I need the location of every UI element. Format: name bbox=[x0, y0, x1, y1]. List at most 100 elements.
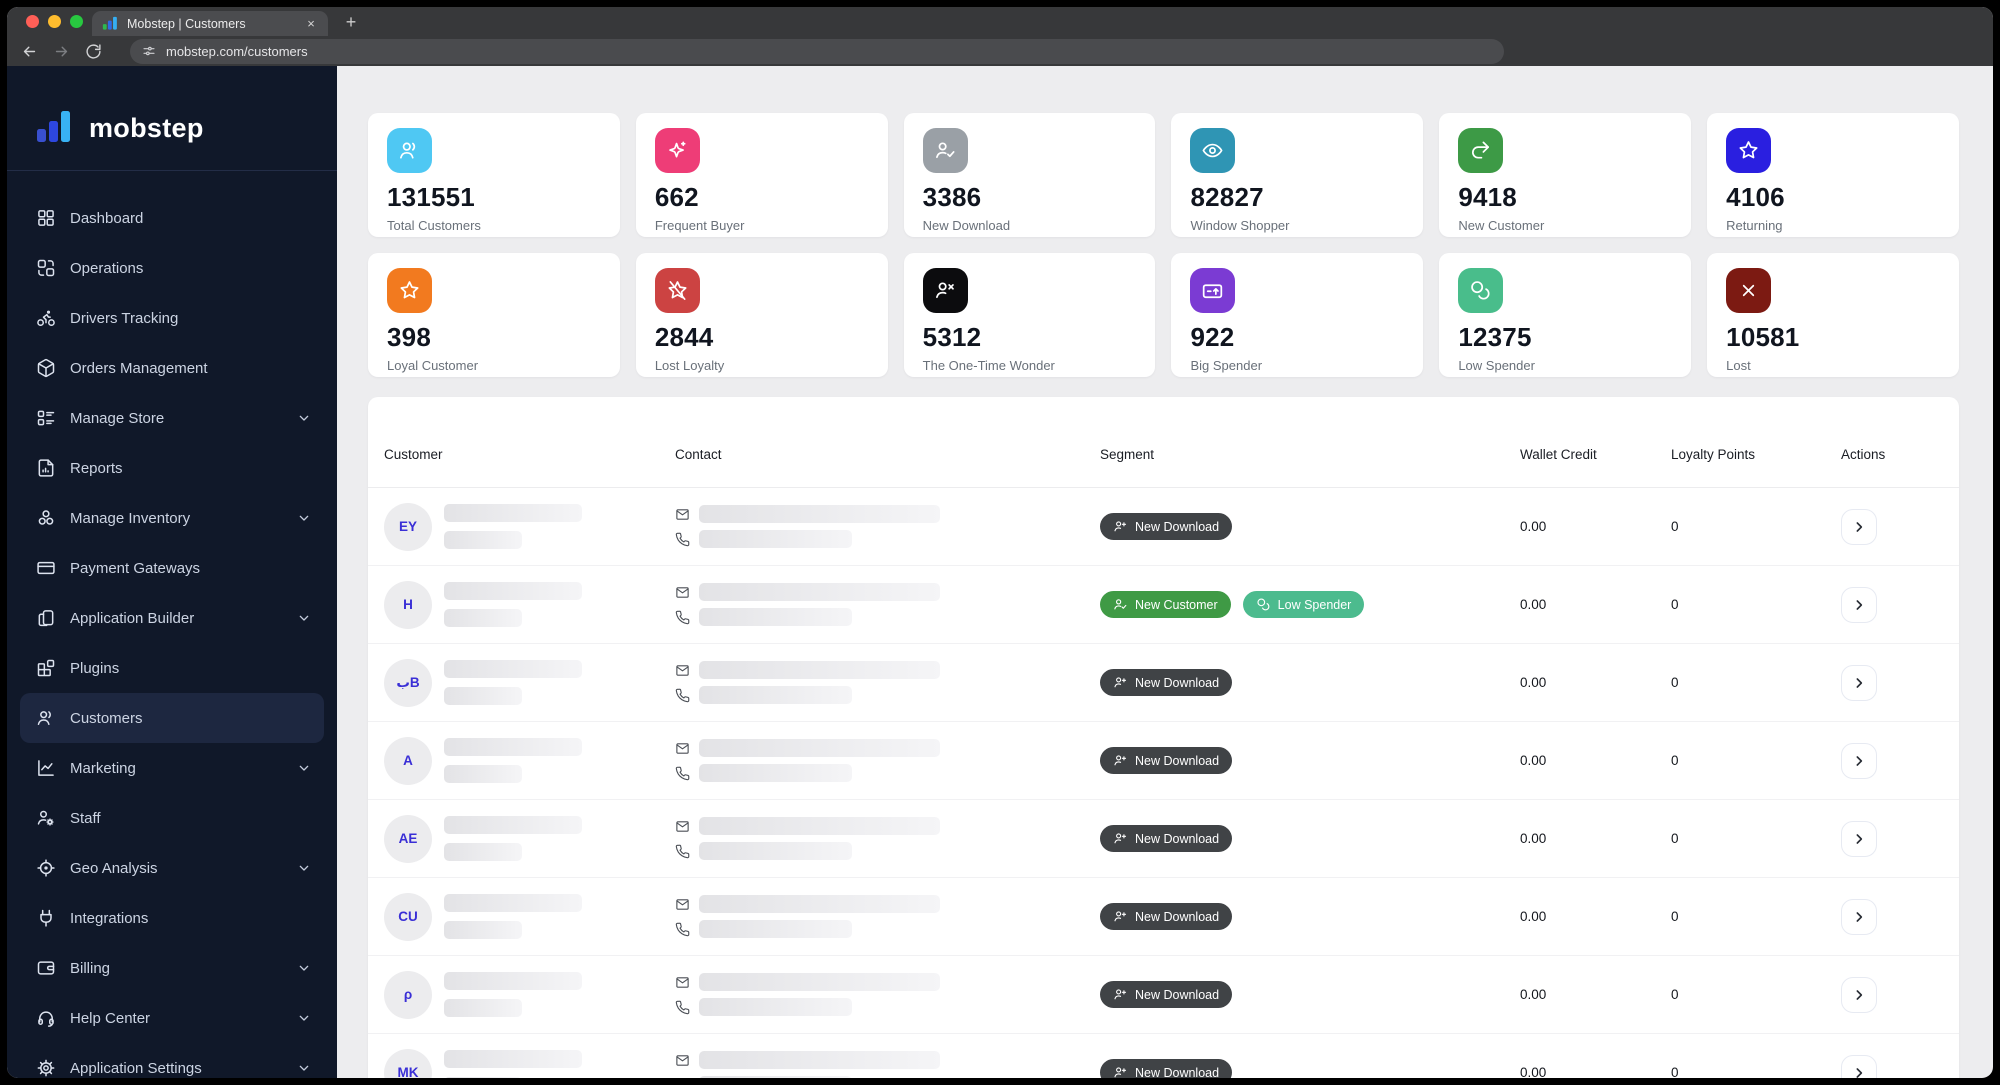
stat-value: 82827 bbox=[1190, 182, 1264, 212]
column-header-customer: Customer bbox=[384, 447, 443, 462]
row-detail-button[interactable] bbox=[1841, 586, 1877, 623]
column-header-segment: Segment bbox=[1100, 447, 1155, 462]
stat-card: 398 Loyal Customer bbox=[368, 253, 620, 377]
sidebar-item-drivers-tracking[interactable]: Drivers Tracking bbox=[20, 293, 324, 343]
subname-skeleton bbox=[444, 609, 522, 627]
sidebar-item-application-settings[interactable]: Application Settings bbox=[20, 1043, 324, 1078]
sidebar-item-integrations[interactable]: Integrations bbox=[20, 893, 324, 943]
sidebar-item-manage-inventory[interactable]: Manage Inventory bbox=[20, 493, 324, 543]
sidebar-item-reports[interactable]: Reports bbox=[20, 443, 324, 493]
table-row[interactable]: H bbox=[368, 566, 1959, 644]
sidebar-item-application-builder[interactable]: Application Builder bbox=[20, 593, 324, 643]
table-row[interactable]: A bbox=[368, 722, 1959, 800]
name-skeleton bbox=[444, 582, 582, 600]
new-tab-button[interactable]: + bbox=[345, 12, 357, 32]
table-row[interactable]: CU bbox=[368, 878, 1959, 956]
user-check-icon bbox=[1113, 597, 1128, 612]
table-row[interactable]: ρ bbox=[368, 956, 1959, 1034]
star-icon bbox=[1726, 128, 1772, 173]
segment-badge: New Download bbox=[1100, 1059, 1233, 1078]
close-tab-icon[interactable]: × bbox=[307, 16, 315, 31]
segment-badge-label: New Customer bbox=[1135, 597, 1218, 612]
row-detail-button[interactable] bbox=[1841, 508, 1877, 545]
sidebar-item-marketing[interactable]: Marketing bbox=[20, 743, 324, 793]
phone-skeleton bbox=[699, 686, 852, 704]
stat-value: 131551 bbox=[387, 182, 475, 212]
segment-badge-label: New Download bbox=[1135, 987, 1220, 1002]
url-bar[interactable]: mobstep.com/customers bbox=[130, 38, 1504, 64]
sidebar-item-label: Integrations bbox=[70, 909, 149, 927]
mail-icon bbox=[675, 897, 690, 912]
sidebar-item-label: Staff bbox=[70, 809, 101, 827]
sidebar-item-billing[interactable]: Billing bbox=[20, 943, 324, 993]
table-row[interactable]: EY bbox=[368, 488, 1959, 566]
table-row[interactable]: MK bbox=[368, 1034, 1959, 1078]
sidebar-item-help-center[interactable]: Help Center bbox=[20, 993, 324, 1043]
logo[interactable]: mobstep bbox=[7, 66, 337, 170]
row-detail-button[interactable] bbox=[1841, 1054, 1877, 1079]
wallet-credit-value: 0.00 bbox=[1520, 675, 1547, 690]
report-document-icon bbox=[36, 458, 56, 478]
site-settings-icon[interactable] bbox=[142, 44, 156, 58]
segment-badge: New Download bbox=[1100, 981, 1233, 1008]
sidebar-item-operations[interactable]: Operations bbox=[20, 243, 324, 293]
store-list-icon bbox=[36, 408, 56, 428]
loyalty-points-value: 0 bbox=[1671, 987, 1679, 1002]
chevron-right-icon bbox=[1851, 1065, 1867, 1079]
mail-icon bbox=[675, 741, 690, 756]
stat-label: Returning bbox=[1726, 218, 1783, 233]
stat-value: 10581 bbox=[1726, 322, 1800, 352]
stat-value: 662 bbox=[654, 182, 699, 212]
stat-label: New Customer bbox=[1458, 218, 1545, 233]
column-header-actions: Actions bbox=[1841, 447, 1886, 462]
stat-value: 3386 bbox=[922, 182, 982, 212]
segment-badge: New Download bbox=[1100, 513, 1233, 540]
stat-label: The One-Time Wonder bbox=[922, 358, 1055, 373]
mobile-app-icon bbox=[36, 608, 56, 628]
coins-icon bbox=[1256, 597, 1271, 612]
sidebar-item-dashboard[interactable]: Dashboard bbox=[20, 193, 324, 243]
sidebar-nav: Dashboard Operations Drivers Tracking Or… bbox=[7, 171, 337, 1078]
sidebar-item-plugins[interactable]: Plugins bbox=[20, 643, 324, 693]
table-row[interactable]: بB bbox=[368, 644, 1959, 722]
sidebar-item-manage-store[interactable]: Manage Store bbox=[20, 393, 324, 443]
sidebar-item-orders-management[interactable]: Orders Management bbox=[20, 343, 324, 393]
sparkles-icon bbox=[654, 128, 700, 173]
phone-icon bbox=[675, 922, 690, 937]
close-window-button[interactable] bbox=[26, 15, 39, 28]
stat-card: 2844 Lost Loyalty bbox=[635, 253, 888, 377]
avatar-initials: A bbox=[403, 753, 413, 768]
marketing-chart-icon bbox=[36, 758, 56, 778]
back-icon[interactable] bbox=[21, 43, 38, 60]
row-detail-button[interactable] bbox=[1841, 976, 1877, 1013]
staff-icon bbox=[36, 808, 56, 828]
name-skeleton bbox=[444, 894, 582, 912]
chevron-right-icon bbox=[1851, 519, 1867, 535]
sidebar-item-customers[interactable]: Customers bbox=[20, 693, 324, 743]
avatar: EY bbox=[384, 502, 432, 551]
table-row[interactable]: AE bbox=[368, 800, 1959, 878]
stat-card: 3386 New Download bbox=[903, 113, 1156, 237]
row-detail-button[interactable] bbox=[1841, 898, 1877, 935]
sidebar-item-payment-gateways[interactable]: Payment Gateways bbox=[20, 543, 324, 593]
user-plus-icon bbox=[1113, 831, 1128, 846]
email-skeleton bbox=[699, 895, 940, 913]
browser-tab[interactable]: Mobstep | Customers × bbox=[92, 11, 328, 36]
tab-strip: Mobstep | Customers × + bbox=[7, 7, 1993, 36]
redo-arrow-icon bbox=[1458, 128, 1504, 173]
email-skeleton bbox=[699, 739, 940, 757]
minimize-window-button[interactable] bbox=[48, 15, 61, 28]
column-header-contact: Contact bbox=[675, 447, 722, 462]
row-detail-button[interactable] bbox=[1841, 820, 1877, 857]
stat-value: 922 bbox=[1190, 322, 1235, 352]
chevron-right-icon bbox=[1851, 753, 1867, 769]
row-detail-button[interactable] bbox=[1841, 664, 1877, 701]
plugins-icon bbox=[36, 658, 56, 678]
stat-card: 4106 Returning bbox=[1707, 113, 1959, 237]
maximize-window-button[interactable] bbox=[70, 15, 83, 28]
sidebar-item-geo-analysis[interactable]: Geo Analysis bbox=[20, 843, 324, 893]
forward-icon[interactable] bbox=[53, 43, 70, 60]
sidebar-item-staff[interactable]: Staff bbox=[20, 793, 324, 843]
reload-icon[interactable] bbox=[85, 43, 102, 60]
row-detail-button[interactable] bbox=[1841, 742, 1877, 779]
